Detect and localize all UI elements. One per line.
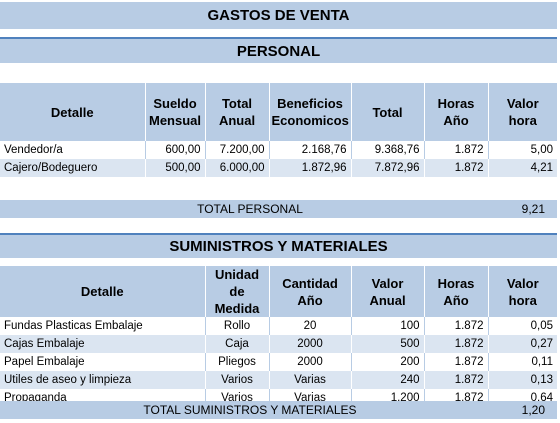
col-header-cantidad-ano-text: Cantidad Año <box>282 275 338 308</box>
cell-valor-anual: 500 <box>351 335 425 353</box>
cell-valor-anual: 100 <box>351 317 425 335</box>
personal-title: PERSONAL <box>236 42 321 60</box>
cell-total: 9.368,76 <box>351 141 425 159</box>
col-header-cantidad-ano: Cantidad Año <box>269 266 352 317</box>
personal-header-row: Detalle Sueldo Mensual Total Anual Benef… <box>0 83 557 141</box>
table-row: Utiles de aseo y limpieza Varios Varias … <box>0 371 557 389</box>
table-row: Cajero/Bodeguero 500,00 6.000,00 1.872,9… <box>0 159 557 177</box>
personal-total-row: TOTAL PERSONAL 9,21 <box>0 200 557 218</box>
cell-total: 7.872,96 <box>351 159 425 177</box>
cell-cantidad-ano: 2000 <box>269 335 352 353</box>
cell-sueldo-mensual: 500,00 <box>145 159 206 177</box>
cell-horas-ano: 1.872 <box>424 317 489 335</box>
col-header-unidad-medida-text: Unidad de Medida <box>214 267 260 316</box>
col-header-beneficios: Beneficios Economicos <box>269 83 352 141</box>
cell-detalle: Fundas Plasticas Embalaje <box>0 317 206 335</box>
cell-detalle: Utiles de aseo y limpieza <box>0 371 206 389</box>
cell-detalle: Cajas Embalaje <box>0 335 206 353</box>
col-header-valor-anual: Valor Anual <box>351 266 425 317</box>
table-row: Fundas Plasticas Embalaje Rollo 20 100 1… <box>0 317 557 335</box>
col-header-sueldo-mensual-text: Sueldo Mensual <box>148 96 201 128</box>
cell-cantidad-ano: 20 <box>269 317 352 335</box>
suministros-title-band: SUMINISTROS Y MATERIALES <box>0 235 557 258</box>
table-row: Papel Embalaje Pliegos 2000 200 1.872 0,… <box>0 353 557 371</box>
suministros-header-row: Detalle Unidad de Medida Cantidad Año Va… <box>0 266 557 317</box>
col-header-beneficios-text: Beneficios Economicos <box>271 96 349 128</box>
cell-horas-ano: 1.872 <box>424 353 489 371</box>
suministros-total-row: TOTAL SUMINISTROS Y MATERIALES 1,20 <box>0 401 557 419</box>
report-title: GASTOS DE VENTA <box>207 7 350 24</box>
cell-beneficios: 1.872,96 <box>269 159 352 177</box>
cell-horas-ano: 1.872 <box>424 371 489 389</box>
table-row: Cajas Embalaje Caja 2000 500 1.872 0,27 <box>0 335 557 353</box>
cell-valor-anual: 240 <box>351 371 425 389</box>
cell-valor-anual: 200 <box>351 353 425 371</box>
cell-total-anual: 7.200,00 <box>205 141 270 159</box>
col-header-sueldo-mensual: Sueldo Mensual <box>145 83 206 141</box>
table-row: Vendedor/a 600,00 7.200,00 2.168,76 9.36… <box>0 141 557 159</box>
col-header-detalle: Detalle <box>0 83 146 141</box>
cell-detalle: Vendedor/a <box>0 141 146 159</box>
col-header-total-anual-text: Total Anual <box>218 96 256 128</box>
col-header-valor-hora: Valor hora <box>488 266 557 317</box>
cell-horas-ano: 1.872 <box>424 335 489 353</box>
suministros-total-value: 1,20 <box>521 403 545 417</box>
col-header-horas-ano: Horas Año <box>424 83 489 141</box>
personal-divider <box>0 37 557 39</box>
cell-valor-hora: 0,13 <box>488 371 557 389</box>
col-header-horas-ano-text: Horas Año <box>437 96 475 128</box>
cell-unidad-medida: Caja <box>205 335 270 353</box>
col-header-total-anual: Total Anual <box>205 83 270 141</box>
cell-horas-ano: 1.872 <box>424 141 489 159</box>
personal-total-label: TOTAL PERSONAL <box>197 202 303 216</box>
cell-cantidad-ano: Varias <box>269 371 352 389</box>
col-header-unidad-medida: Unidad de Medida <box>205 266 270 317</box>
cell-total-anual: 6.000,00 <box>205 159 270 177</box>
suministros-total-label: TOTAL SUMINISTROS Y MATERIALES <box>143 403 357 417</box>
col-header-detalle: Detalle <box>0 266 206 317</box>
cell-unidad-medida: Varios <box>205 371 270 389</box>
cell-valor-hora: 0,11 <box>488 353 557 371</box>
cell-cantidad-ano: 2000 <box>269 353 352 371</box>
cell-horas-ano: 1.872 <box>424 159 489 177</box>
cell-valor-hora: 4,21 <box>488 159 557 177</box>
col-header-valor-hora-text: Valor hora <box>506 96 539 128</box>
cell-detalle: Papel Embalaje <box>0 353 206 371</box>
cell-valor-hora: 0,05 <box>488 317 557 335</box>
cell-detalle: Cajero/Bodeguero <box>0 159 146 177</box>
cell-beneficios: 2.168,76 <box>269 141 352 159</box>
personal-table: Detalle Sueldo Mensual Total Anual Benef… <box>0 83 557 177</box>
suministros-divider <box>0 233 557 235</box>
col-header-horas-ano: Horas Año <box>424 266 489 317</box>
personal-total-value: 9,21 <box>521 202 545 216</box>
cell-valor-hora: 5,00 <box>488 141 557 159</box>
cell-valor-hora: 0,27 <box>488 335 557 353</box>
personal-title-band: PERSONAL <box>0 39 557 63</box>
suministros-title: SUMINISTROS Y MATERIALES <box>169 238 388 255</box>
col-header-total: Total <box>351 83 425 141</box>
col-header-valor-hora: Valor hora <box>488 83 557 141</box>
col-header-valor-anual-text: Valor Anual <box>369 275 406 308</box>
cell-sueldo-mensual: 600,00 <box>145 141 206 159</box>
suministros-table: Detalle Unidad de Medida Cantidad Año Va… <box>0 266 557 407</box>
report-title-band: GASTOS DE VENTA <box>0 2 557 29</box>
col-header-horas-ano-text: Horas Año <box>437 275 475 308</box>
cell-unidad-medida: Pliegos <box>205 353 270 371</box>
col-header-valor-hora-text: Valor hora <box>506 275 539 308</box>
cell-unidad-medida: Rollo <box>205 317 270 335</box>
